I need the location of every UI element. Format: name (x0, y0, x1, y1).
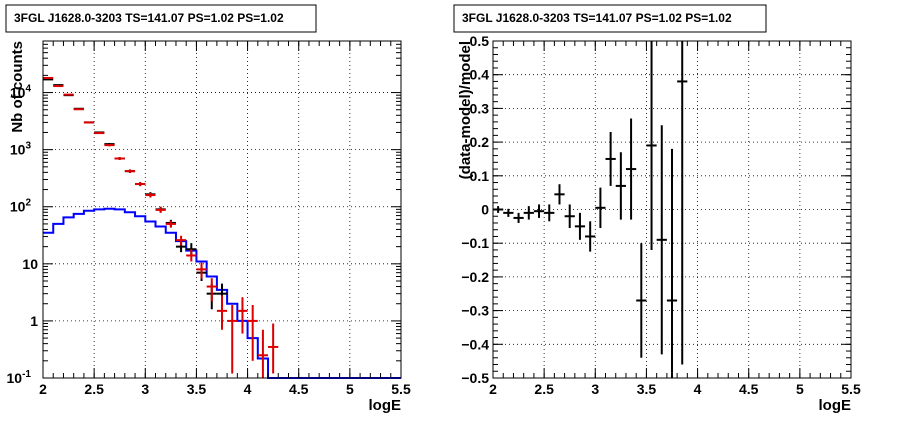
counts-series (43, 76, 401, 379)
counts-x-axis-title: logE (369, 397, 402, 414)
y-tick-label: 0.5 (470, 33, 490, 49)
y-tick-label: 10-1 (7, 369, 32, 386)
x-tick-label: 2 (489, 381, 497, 397)
y-tick-label: 10 (22, 256, 38, 272)
residual-title-box (453, 4, 767, 33)
residual-series (493, 41, 688, 378)
y-tick-exponent: -1 (22, 369, 31, 380)
counts-panel: 3FGL J1628.0-3203 TS=141.07 PS=1.02 PS=1… (5, 4, 411, 414)
x-tick-label: 4.5 (289, 381, 309, 397)
y-tick-label: −0.5 (461, 370, 489, 386)
y-tick-label: −0.1 (461, 235, 489, 251)
x-tick-label: 2 (39, 381, 47, 397)
counts-grid (43, 41, 401, 378)
y-tick-label: 0 (481, 202, 489, 218)
y-tick-label: −0.3 (461, 303, 489, 319)
x-tick-label: 4 (694, 381, 702, 397)
residual-axis-ticks: 2 2.5 3 3.5 4 4.5 5 5.5 −0.5 −0.4 −0.3 −0.2 −0.1 0 0.1… (461, 33, 861, 397)
residual-title: 3FGL J1628.0-3203 TS=141.07 PS=1.02 PS=1… (462, 11, 732, 25)
x-tick-label: 5.5 (841, 381, 861, 397)
x-tick-label: 4.5 (739, 381, 759, 397)
y-tick-label: 0.1 (470, 168, 490, 184)
y-tick-label: 0.2 (470, 134, 490, 150)
y-tick-label: 0.3 (470, 100, 490, 116)
residual-grid (493, 41, 851, 378)
y-tick-label: 102 (10, 198, 32, 215)
y-tick-label: −0.2 (461, 269, 489, 285)
residual-x-axis-title: logE (819, 397, 852, 414)
x-tick-label: 3 (591, 381, 599, 397)
y-tick-label: 1 (30, 313, 38, 329)
y-tick-label: 0.4 (470, 67, 490, 83)
x-tick-label: 5 (346, 381, 354, 397)
residual-y-axis-title: (data-model)/model (457, 41, 474, 179)
y-tick-exponent: 3 (25, 141, 31, 152)
counts-title-box (5, 4, 317, 33)
x-tick-label: 2.5 (534, 381, 554, 397)
x-tick-label: 3.5 (187, 381, 207, 397)
y-tick-exponent: 2 (25, 198, 31, 209)
y-tick-label: −0.4 (461, 336, 489, 352)
y-tick-label: 103 (10, 141, 32, 158)
x-tick-label: 3.5 (637, 381, 657, 397)
x-tick-label: 4 (244, 381, 252, 397)
residual-panel: 3FGL J1628.0-3203 TS=141.07 PS=1.02 PS=1… (453, 4, 861, 414)
x-tick-label: 3 (141, 381, 149, 397)
x-tick-label: 2.5 (84, 381, 104, 397)
x-tick-label: 5 (796, 381, 804, 397)
y-tick-exponent: 4 (25, 84, 31, 95)
x-tick-label: 5.5 (391, 381, 411, 397)
counts-y-axis-title: Nb of counts (9, 41, 26, 133)
counts-title: 3FGL J1628.0-3203 TS=141.07 PS=1.02 PS=1… (14, 11, 284, 25)
